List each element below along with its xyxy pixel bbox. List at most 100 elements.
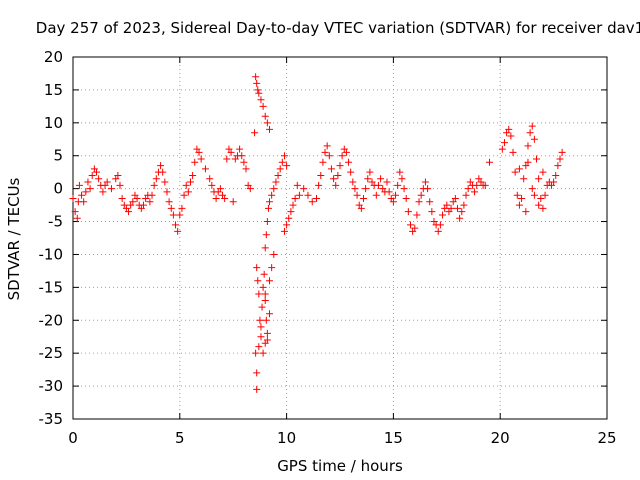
data-point	[411, 224, 419, 232]
data-point	[453, 204, 461, 212]
data-point	[150, 181, 158, 189]
data-point	[257, 333, 265, 341]
data-point	[71, 208, 79, 216]
data-point	[195, 148, 203, 156]
data-point	[323, 142, 331, 150]
data-point	[92, 168, 100, 176]
data-point	[283, 221, 291, 229]
data-point	[266, 277, 274, 285]
y-tick-label-2: -25	[39, 344, 64, 362]
data-point	[522, 208, 530, 216]
data-point	[402, 195, 410, 203]
data-point	[103, 178, 111, 186]
x-tick-label-2: 10	[277, 429, 296, 447]
data-point	[552, 171, 560, 179]
data-point	[263, 119, 271, 127]
data-point	[524, 158, 532, 166]
data-point	[254, 86, 262, 94]
data-point	[255, 343, 263, 351]
data-point	[263, 218, 271, 226]
data-point	[434, 227, 442, 235]
chart-title: Day 257 of 2023, Sidereal Day-to-day VTE…	[36, 19, 640, 37]
data-point	[528, 122, 536, 130]
data-point	[223, 155, 231, 163]
data-point	[182, 181, 190, 189]
data-point	[287, 208, 295, 216]
data-point	[413, 211, 421, 219]
data-point	[78, 191, 86, 199]
data-point	[528, 185, 536, 193]
data-point	[238, 152, 246, 160]
data-point	[167, 204, 175, 212]
data-point	[251, 129, 259, 137]
data-point	[180, 191, 188, 199]
data-point	[377, 175, 385, 183]
x-tick-label-0: 0	[68, 429, 78, 447]
data-point	[280, 227, 288, 235]
data-point	[133, 195, 141, 203]
data-point	[259, 102, 267, 110]
data-point	[334, 171, 342, 179]
data-point	[261, 112, 269, 120]
data-point	[114, 171, 122, 179]
data-point	[308, 198, 316, 206]
y-tick-label-5: -10	[39, 245, 64, 263]
data-point	[535, 175, 543, 183]
data-point	[246, 185, 254, 193]
data-point	[498, 145, 506, 153]
data-point	[321, 148, 329, 156]
x-axis-tick-labels: 0 5 10 15 20 25	[68, 429, 616, 447]
y-tick-label-4: -15	[39, 278, 64, 296]
data-point	[372, 191, 380, 199]
data-point	[268, 264, 276, 272]
data-point	[176, 211, 184, 219]
data-point	[146, 198, 154, 206]
x-tick-label-3: 15	[384, 429, 403, 447]
data-point	[366, 168, 374, 176]
data-point	[364, 175, 372, 183]
data-point	[349, 178, 357, 186]
data-point	[266, 125, 274, 133]
data-point	[473, 181, 481, 189]
data-point	[374, 181, 382, 189]
axis-ticks	[72, 56, 608, 420]
data-point	[556, 155, 564, 163]
data-point	[471, 188, 479, 196]
data-point	[280, 152, 288, 160]
data-point	[362, 185, 370, 193]
x-tick-label-5: 25	[597, 429, 616, 447]
data-point	[264, 204, 272, 212]
y-tick-label-6: -5	[48, 213, 63, 231]
data-point	[347, 168, 355, 176]
data-point	[148, 191, 156, 199]
data-point	[315, 181, 323, 189]
data-point	[206, 175, 214, 183]
data-point	[415, 198, 423, 206]
data-point	[208, 181, 216, 189]
data-point	[88, 171, 96, 179]
data-point	[511, 168, 519, 176]
data-point	[509, 148, 517, 156]
data-point	[327, 165, 335, 173]
data-point	[99, 188, 107, 196]
data-point	[262, 231, 270, 239]
data-point	[486, 158, 494, 166]
data-point	[254, 277, 262, 285]
y-axis-label: SDTVAR / TECUs	[5, 177, 23, 300]
data-point	[107, 185, 115, 193]
data-point	[172, 221, 180, 229]
y-tick-label-3: -20	[39, 311, 64, 329]
data-point	[266, 310, 274, 318]
y-tick-label-7: 0	[53, 180, 63, 198]
data-point	[258, 303, 266, 311]
data-point	[537, 195, 545, 203]
data-point	[227, 148, 235, 156]
data-point	[189, 171, 197, 179]
data-point	[443, 201, 451, 209]
data-point	[73, 214, 81, 222]
y-tick-label-1: -30	[39, 377, 64, 395]
data-point	[212, 195, 220, 203]
data-point	[336, 162, 344, 170]
data-point	[186, 178, 194, 186]
data-point	[169, 211, 177, 219]
